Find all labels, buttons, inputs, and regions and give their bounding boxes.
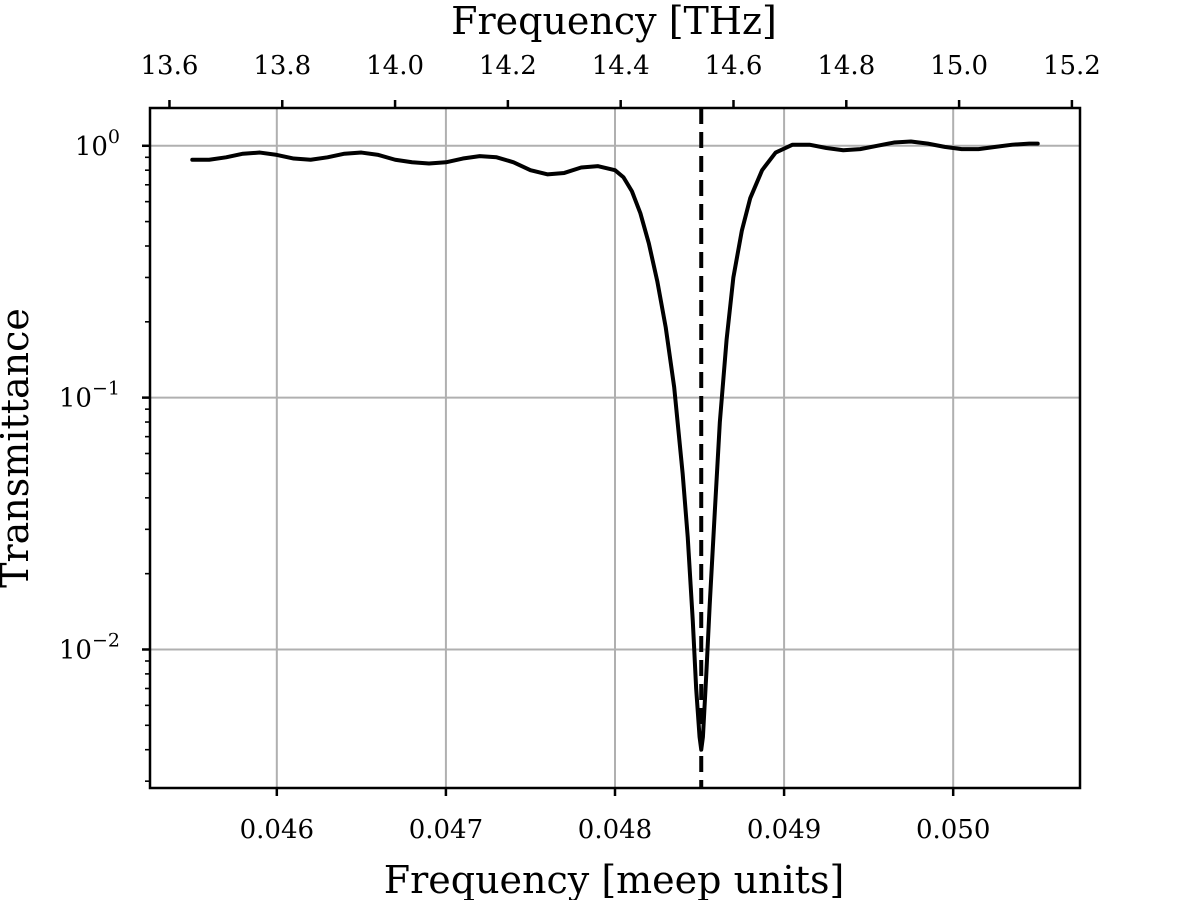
plot-frame bbox=[148, 106, 1082, 790]
y-tick-label: 10−2 bbox=[59, 629, 120, 665]
top-tick-label: 13.8 bbox=[253, 51, 311, 81]
top-tick-label: 14.4 bbox=[592, 51, 650, 81]
grid-layer bbox=[150, 108, 1080, 788]
x-tick-label: 0.047 bbox=[409, 815, 483, 845]
top-tick-label: 14.2 bbox=[479, 51, 537, 81]
ticks-layer: 0.046 0.047 0.048 0.049 0.050 13.6 13.8 14.0 14.… bbox=[59, 51, 1101, 845]
x-tick-label: 0.050 bbox=[916, 815, 990, 845]
y-tick-base: 10 bbox=[59, 635, 92, 665]
top-tick-label: 14.6 bbox=[705, 51, 763, 81]
y-axis-title: Transmittance bbox=[0, 308, 37, 588]
x-tick-label: 0.049 bbox=[747, 815, 821, 845]
top-tick-label: 13.6 bbox=[141, 51, 199, 81]
top-tick-label: 15.0 bbox=[930, 51, 988, 81]
x-tick-label: 0.046 bbox=[240, 815, 314, 845]
x-axis-title: Frequency [meep units] bbox=[384, 858, 845, 900]
y-tick-label: 10−1 bbox=[59, 378, 120, 414]
top-axis-title: Frequency [THz] bbox=[451, 0, 777, 43]
top-tick-label: 14.8 bbox=[817, 51, 875, 81]
top-tick-label: 15.2 bbox=[1043, 51, 1101, 81]
x-tick-label: 0.048 bbox=[578, 815, 652, 845]
y-tick-label: 100 bbox=[75, 126, 120, 162]
top-tick-label: 14.0 bbox=[366, 51, 424, 81]
y-tick-base: 10 bbox=[59, 384, 92, 414]
y-tick-exponent: 0 bbox=[108, 126, 120, 148]
series-layer bbox=[190, 108, 1040, 788]
y-tick-exponent: −1 bbox=[92, 378, 120, 400]
transmittance-curve bbox=[190, 139, 1040, 752]
y-tick-base: 10 bbox=[75, 132, 108, 162]
y-tick-exponent: −2 bbox=[92, 629, 120, 651]
